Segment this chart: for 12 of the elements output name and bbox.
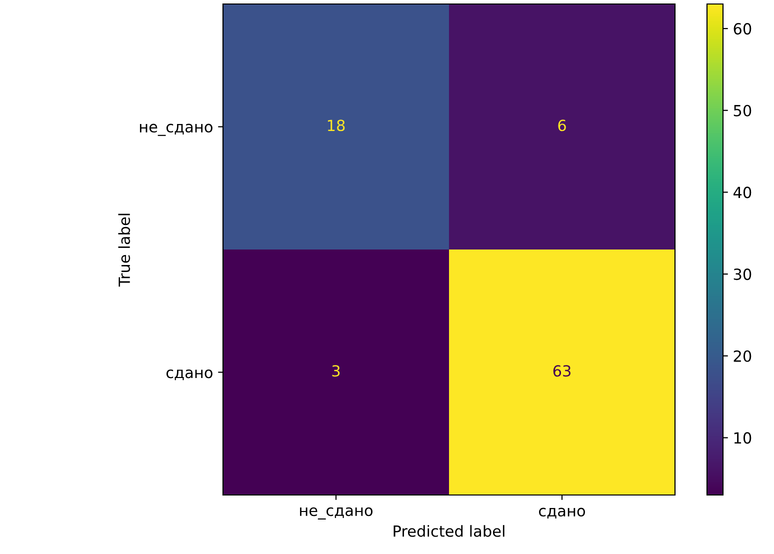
x-axis-title: Predicted label bbox=[394, 525, 504, 537]
data-label: 6 bbox=[558, 120, 566, 132]
color-bar-label: 30 bbox=[734, 268, 752, 280]
color-bar-label: 60 bbox=[734, 23, 752, 35]
y-axis-title: True label bbox=[118, 214, 130, 287]
data-label: 3 bbox=[332, 365, 340, 377]
color-bar-label: 40 bbox=[733, 186, 752, 198]
color-bar-label: 20 bbox=[734, 350, 752, 362]
color-bar-label: 50 bbox=[734, 104, 752, 116]
data-label: 63 bbox=[553, 365, 570, 377]
color-bar-label: 10 bbox=[734, 432, 752, 444]
data-label: 18 bbox=[328, 120, 345, 132]
